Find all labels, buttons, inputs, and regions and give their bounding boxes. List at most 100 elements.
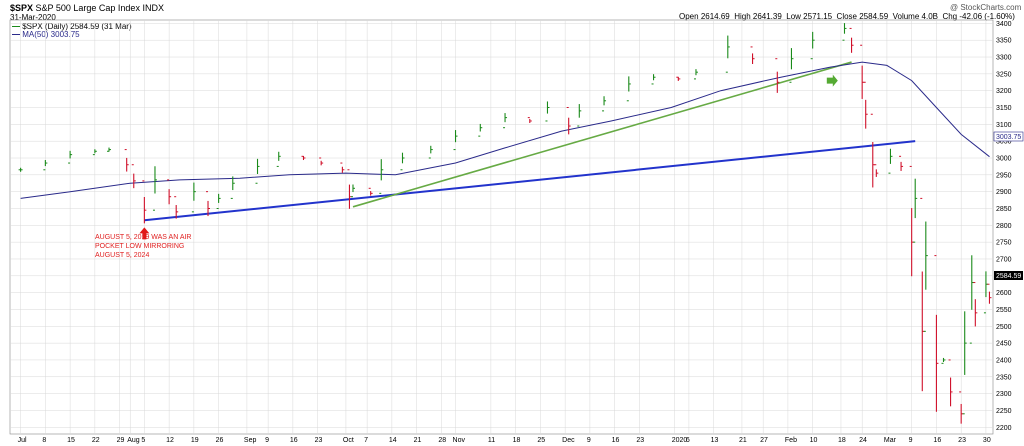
chart-date: 31-Mar-2020	[10, 13, 56, 22]
x-tick-label: 30	[983, 437, 991, 444]
close-label: Close	[836, 12, 857, 21]
price-bar	[676, 76, 681, 81]
x-tick-label: Aug	[127, 437, 140, 444]
x-tick-label: 23	[958, 437, 966, 444]
annotation-line-1: AUGUST 5, 2019 WAS AN AIR	[95, 234, 191, 241]
x-tick-label: 6	[686, 437, 690, 444]
red-up-arrow-icon	[139, 227, 150, 240]
legend-series-price: $SPX (Daily) 2584.59 (31 Mar)	[12, 22, 132, 31]
price-bar	[973, 282, 978, 327]
price-bar	[934, 255, 939, 412]
x-tick-label: 12	[166, 437, 174, 444]
price-bar	[368, 187, 373, 196]
price-bar	[107, 147, 112, 152]
price-bar	[347, 169, 352, 209]
markers	[139, 74, 838, 240]
x-tick-label: 24	[859, 437, 867, 444]
x-tick-label: 18	[838, 437, 846, 444]
y-tick-label: 2250	[996, 408, 1012, 415]
x-tick-label: 5	[141, 437, 145, 444]
x-tick-label: 16	[933, 437, 941, 444]
price-bar	[987, 283, 992, 304]
y-axis: 2200225023002350240024502500255026002650…	[996, 21, 1012, 432]
y-tick-label: 2800	[996, 223, 1012, 230]
current-price-tag: 2584.59	[994, 271, 1023, 280]
x-tick-label: 7	[364, 437, 368, 444]
x-tick-label: Feb	[785, 437, 797, 444]
price-bar	[913, 178, 918, 243]
y-tick-label: 3050	[996, 139, 1012, 146]
y-tick-label: 2950	[996, 172, 1012, 179]
price-bar	[545, 101, 550, 122]
legend-ma-label: MA(50) 3003.75	[22, 30, 80, 39]
x-tick-label: 13	[711, 437, 719, 444]
x-tick-label: Jul	[18, 437, 27, 444]
y-tick-label: 2400	[996, 357, 1012, 364]
chart-title: $SPX S&P 500 Large Cap Index INDX	[10, 3, 164, 13]
y-tick-label: 2300	[996, 391, 1012, 398]
price-bar	[340, 162, 345, 173]
price-bar	[527, 117, 532, 123]
x-tick-label: 23	[636, 437, 644, 444]
price-bar	[810, 31, 815, 60]
price-bar	[124, 149, 129, 172]
price-bar	[92, 149, 97, 156]
price-bar	[379, 159, 384, 194]
price-bar	[400, 152, 405, 171]
price-bar	[255, 158, 260, 184]
x-tick-label: 9	[587, 437, 591, 444]
price-bar	[923, 221, 928, 332]
y-tick-label: 2750	[996, 240, 1012, 247]
x-tick-label: 25	[537, 437, 545, 444]
price-bar	[503, 113, 508, 129]
price-bar	[842, 23, 847, 41]
x-tick-label: Oct	[343, 437, 354, 444]
x-tick-label: 18	[513, 437, 521, 444]
y-tick-label: 2450	[996, 341, 1012, 348]
trendlines	[144, 61, 916, 222]
y-tick-label: 3350	[996, 38, 1012, 45]
symbol: $SPX	[10, 3, 34, 13]
price-bar	[899, 155, 904, 171]
price-bar	[693, 69, 698, 80]
trendline-green	[352, 61, 852, 208]
legend-series-ma: MA(50) 3003.75	[12, 30, 80, 39]
y-tick-label: 3250	[996, 71, 1012, 78]
price-bar	[920, 197, 925, 392]
current-price-text: 2584.59	[996, 273, 1021, 280]
x-tick-label: 22	[92, 437, 100, 444]
ma50-line	[20, 61, 990, 199]
green-right-arrow-icon	[826, 74, 838, 87]
y-tick-label: 3300	[996, 55, 1012, 62]
price-bar	[626, 76, 631, 102]
price-bar	[478, 123, 483, 137]
price-bar	[775, 58, 780, 93]
price-bar	[874, 164, 879, 177]
high-value: 2641.39	[752, 12, 782, 21]
x-tick-label: 9	[909, 437, 913, 444]
index-name: S&P 500 Large Cap Index	[35, 3, 140, 13]
price-bar	[969, 255, 974, 344]
y-tick-label: 2850	[996, 206, 1012, 213]
legend-price-label: $SPX (Daily) 2584.59 (31 Mar)	[22, 22, 132, 31]
x-tick-label: 23	[315, 437, 323, 444]
annotation-line-3: AUGUST 5, 2024	[95, 252, 149, 259]
x-tick-label: 16	[612, 437, 620, 444]
price-bar	[948, 359, 953, 407]
y-tick-label: 2700	[996, 256, 1012, 263]
price-bar	[863, 81, 868, 129]
y-tick-label: 2200	[996, 425, 1012, 432]
ma-price-text: 3003.75	[996, 134, 1021, 141]
y-tick-label: 2600	[996, 290, 1012, 297]
price-bar	[725, 35, 730, 73]
y-tick-label: 2550	[996, 307, 1012, 314]
trendline-blue	[144, 140, 916, 222]
exchange: INDX	[142, 3, 164, 13]
volume-value: 4.0B	[921, 12, 938, 21]
price-bar	[602, 96, 607, 112]
x-tick-label: 19	[191, 437, 199, 444]
price-bar	[870, 113, 875, 188]
x-tick-label: 2020	[672, 437, 688, 444]
x-tick-label: 8	[42, 437, 46, 444]
